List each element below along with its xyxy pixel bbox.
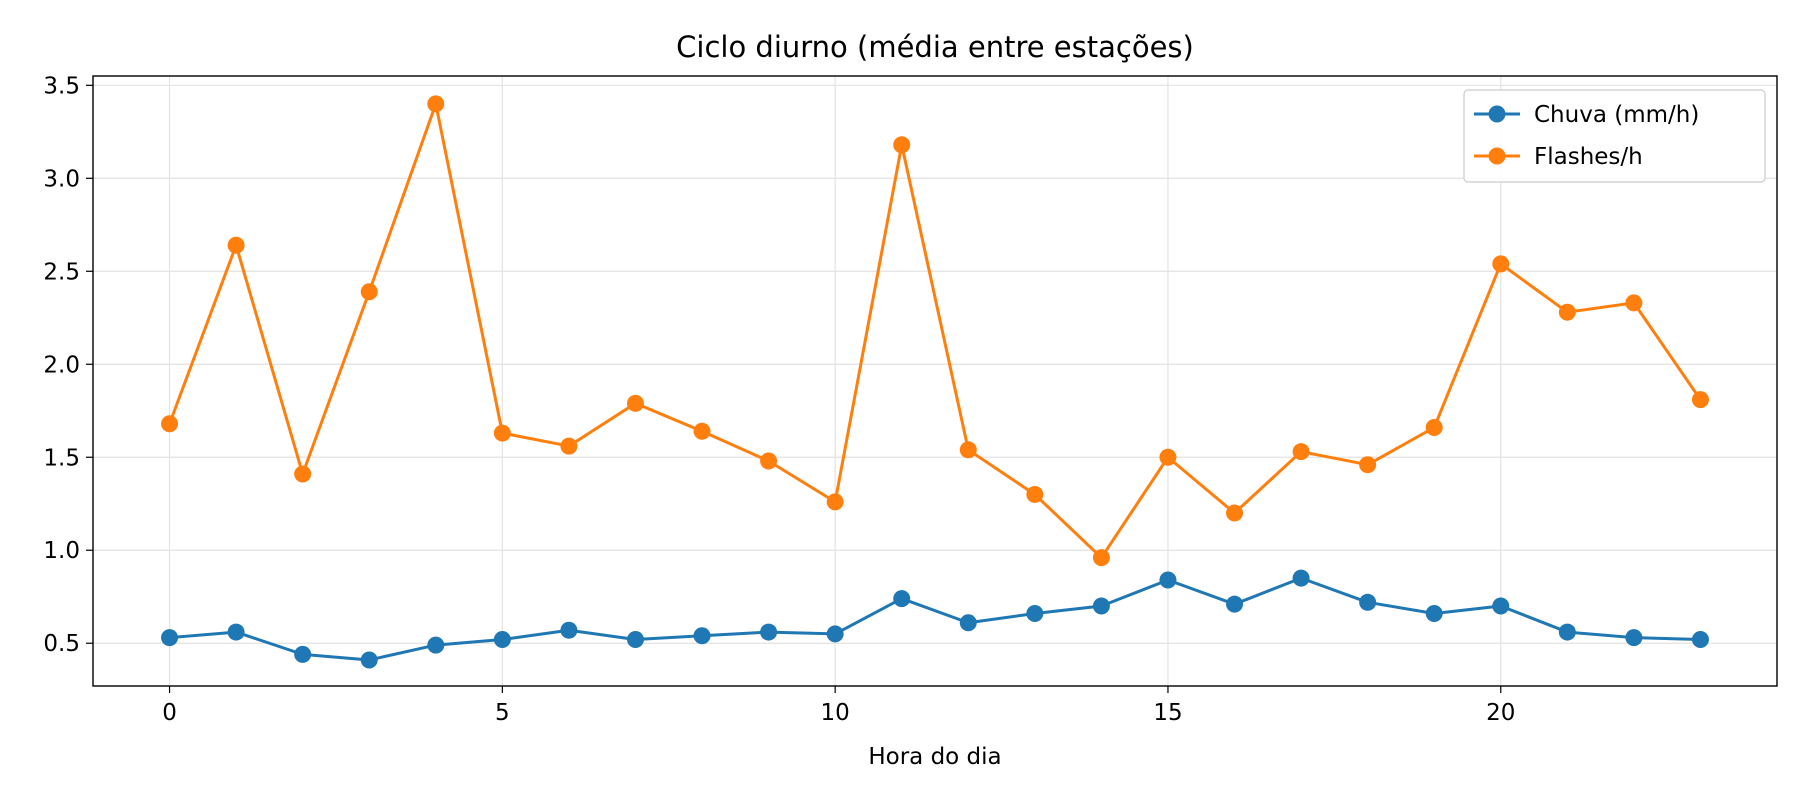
data-point — [1159, 571, 1177, 589]
data-point — [161, 629, 179, 647]
data-point — [959, 441, 977, 459]
data-point — [1292, 443, 1310, 461]
data-point — [227, 236, 245, 254]
x-tick-label: 10 — [821, 700, 850, 726]
data-point — [1691, 631, 1709, 649]
data-point — [1558, 623, 1576, 641]
y-tick-label: 2.0 — [43, 352, 80, 378]
legend-box — [1463, 89, 1766, 183]
legend: Chuva (mm/h) Flashes/h — [1463, 89, 1766, 183]
data-point — [1359, 456, 1377, 474]
data-point — [427, 95, 445, 113]
legend-label: Chuva (mm/h) — [1534, 102, 1699, 128]
data-point — [1359, 593, 1377, 611]
data-point — [1092, 549, 1110, 567]
x-tick-label: 15 — [1153, 700, 1182, 726]
series-flashes — [161, 95, 1709, 567]
data-point — [1226, 504, 1244, 522]
data-point — [760, 623, 778, 641]
data-point — [1492, 597, 1510, 615]
data-point — [826, 625, 844, 643]
data-point — [1092, 597, 1110, 615]
data-point — [294, 645, 312, 663]
data-point — [760, 452, 778, 470]
x-axis-label: Hora do dia — [868, 744, 1001, 770]
x-tick-label: 0 — [162, 700, 177, 726]
data-point — [360, 651, 378, 669]
series-line — [169, 576, 1701, 662]
data-point — [893, 136, 911, 154]
legend-marker — [1488, 105, 1506, 123]
data-point — [493, 631, 511, 649]
data-point — [227, 623, 245, 641]
plot-frame — [92, 75, 1778, 687]
x-tick-label: 20 — [1486, 700, 1515, 726]
data-point — [360, 283, 378, 301]
data-point — [1625, 294, 1643, 312]
x-axis: 0 5 10 15 20 — [162, 686, 1515, 726]
data-point — [1558, 303, 1576, 321]
y-tick-label: 1.5 — [43, 445, 80, 471]
legend-marker — [1488, 147, 1506, 165]
data-point — [294, 465, 312, 483]
data-point — [826, 493, 844, 511]
data-point — [959, 614, 977, 632]
data-point — [1425, 418, 1443, 436]
y-tick-label: 3.0 — [43, 166, 80, 192]
data-point — [1226, 595, 1244, 613]
data-point — [1625, 629, 1643, 647]
y-axis: 0.5 1.0 1.5 2.0 2.5 3.0 3.5 — [43, 73, 93, 657]
y-tick-label: 2.5 — [43, 259, 80, 285]
series-layer — [161, 95, 1709, 669]
data-point — [1026, 604, 1044, 622]
data-point — [893, 590, 911, 608]
y-tick-label: 0.5 — [43, 631, 80, 657]
series-line — [168, 102, 1702, 560]
data-point — [560, 621, 578, 639]
legend-label: Flashes/h — [1534, 144, 1643, 170]
data-point — [1292, 569, 1310, 587]
x-tick-label: 5 — [495, 700, 510, 726]
y-tick-label: 1.0 — [43, 538, 80, 564]
data-point — [693, 422, 711, 440]
data-point — [1492, 255, 1510, 273]
data-point — [626, 631, 644, 649]
data-point — [427, 636, 445, 654]
data-point — [1425, 604, 1443, 622]
data-point — [1159, 448, 1177, 466]
data-point — [626, 394, 644, 412]
data-point — [1026, 485, 1044, 503]
data-point — [693, 627, 711, 645]
y-tick-label: 3.5 — [43, 73, 80, 99]
series-chuva — [161, 569, 1709, 669]
data-point — [493, 424, 511, 442]
chart-title: Ciclo diurno (média entre estações) — [676, 30, 1194, 64]
data-point — [560, 437, 578, 455]
data-point — [161, 415, 179, 433]
data-point — [1691, 391, 1709, 409]
